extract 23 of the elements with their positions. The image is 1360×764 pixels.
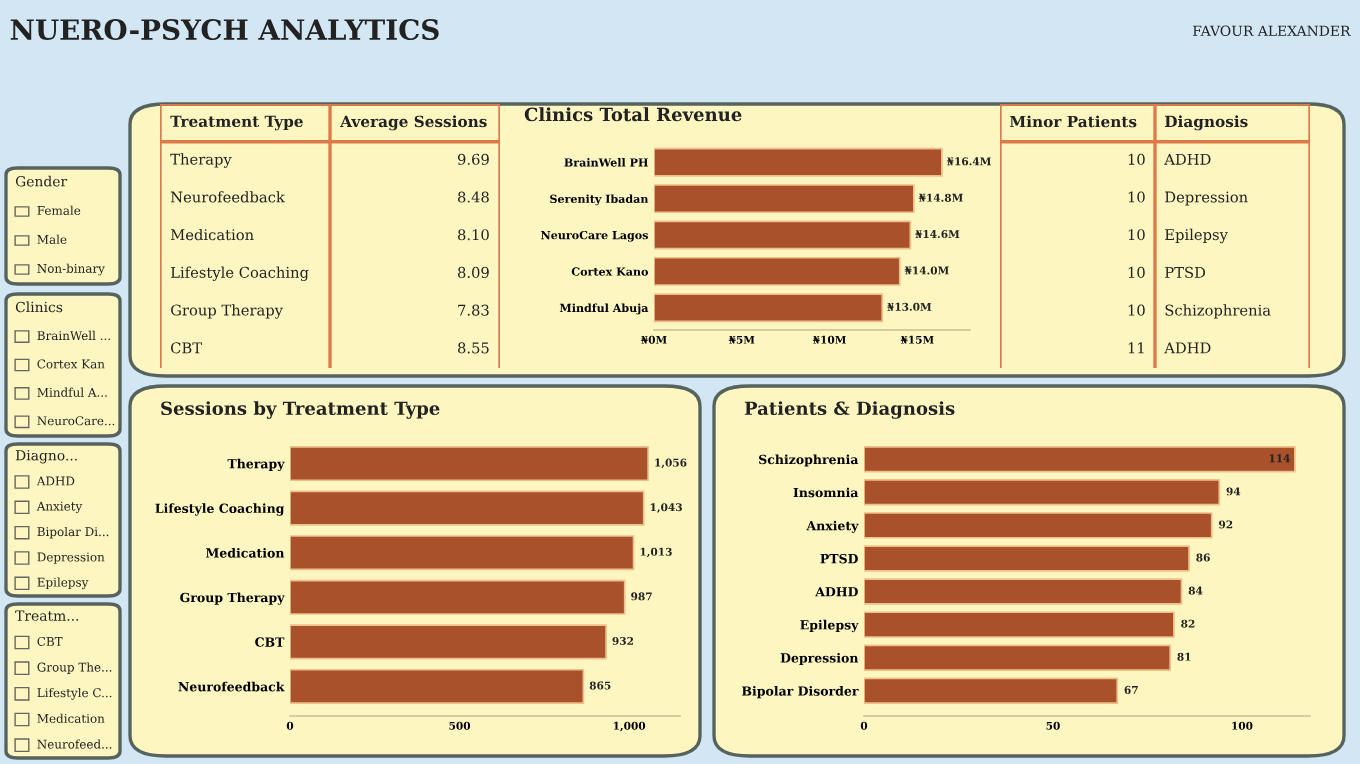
bar: [864, 545, 1190, 572]
bar: [654, 184, 915, 214]
chart-title: Patients & Diagnosis: [744, 401, 955, 419]
bar: [654, 220, 912, 250]
bar: [654, 256, 901, 286]
bar: [290, 535, 635, 571]
bar: [290, 624, 607, 660]
bar: [864, 611, 1175, 638]
bar: [864, 677, 1119, 705]
bar: [864, 644, 1171, 671]
bar: [654, 293, 884, 323]
bar: [290, 445, 649, 482]
bar: [864, 479, 1221, 506]
bar: [654, 147, 943, 177]
bar: [290, 579, 626, 615]
bar: [290, 668, 585, 705]
text: NUERO-PSYCH ANALYTICS: [10, 19, 439, 41]
chart-title: Sessions by Treatment Type: [161, 401, 440, 419]
bar: [864, 445, 1296, 473]
bar: [864, 578, 1183, 605]
bar: [290, 490, 645, 526]
bar: [864, 512, 1213, 539]
chart-title: Clinics Total Revenue: [524, 107, 742, 122]
